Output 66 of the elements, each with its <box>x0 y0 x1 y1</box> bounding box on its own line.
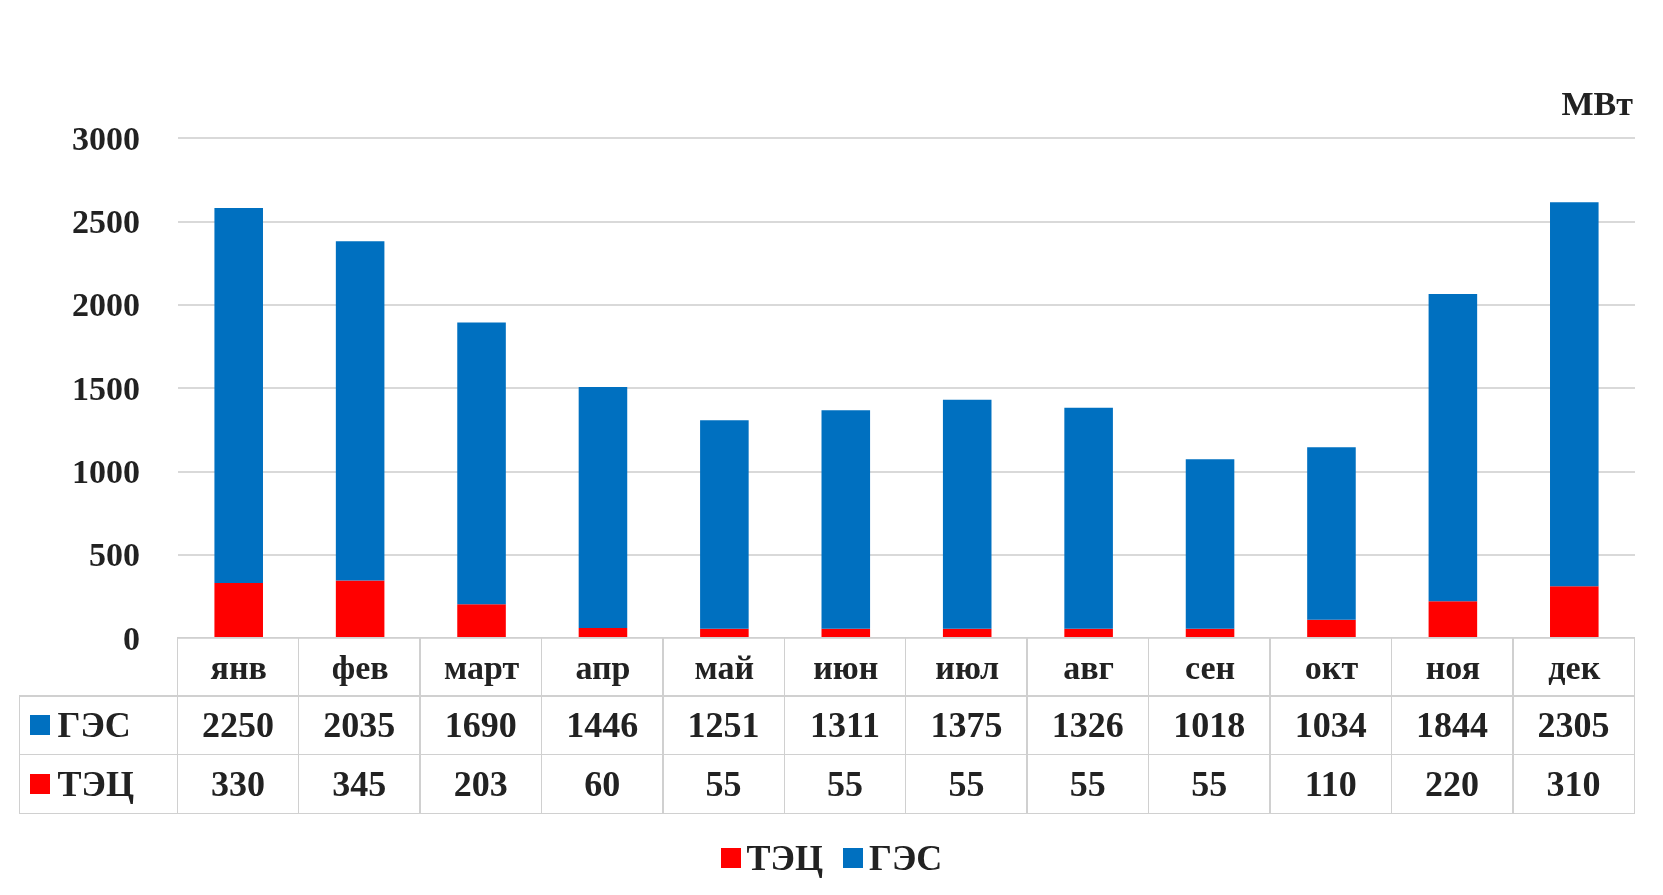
legend-label: ГЭС <box>57 704 131 746</box>
data-label: 1326 <box>1026 695 1150 755</box>
x-tick-label: фев <box>331 648 389 686</box>
data-label: 55 <box>783 753 907 814</box>
data-label: 1311 <box>783 695 907 755</box>
x-tick-label: июн <box>813 648 879 686</box>
data-label: 1690 <box>419 695 543 755</box>
data-label: 330 <box>176 753 300 814</box>
data-label: 1844 <box>1390 695 1514 755</box>
data-label: 1375 <box>904 695 1028 755</box>
data-label: 2035 <box>297 695 421 755</box>
bar <box>457 322 506 605</box>
bar <box>214 583 263 638</box>
bar <box>335 241 385 581</box>
data-label: 55 <box>662 753 786 814</box>
legend-label: ТЭЦ <box>57 762 134 805</box>
y-tick-label: 2000 <box>72 286 140 324</box>
x-tick-label: июл <box>935 648 1000 686</box>
bar <box>942 399 992 629</box>
data-label: 1018 <box>1147 695 1271 755</box>
data-label: 2250 <box>176 695 300 755</box>
data-label: 2305 <box>1512 695 1635 755</box>
data-label: 55 <box>904 753 1028 814</box>
text: ГЭС <box>869 838 943 878</box>
data-label: 345 <box>297 753 421 814</box>
bar <box>1428 601 1478 638</box>
bar <box>700 420 749 629</box>
bar <box>214 208 263 583</box>
bar <box>1550 202 1599 587</box>
data-label: 220 <box>1390 753 1514 814</box>
bar <box>1185 459 1235 629</box>
x-tick-label: ноя <box>1425 648 1481 686</box>
data-label: 203 <box>419 753 543 814</box>
x-tick-label: май <box>694 648 755 686</box>
data-label: 1034 <box>1269 695 1393 755</box>
bar <box>1307 447 1356 620</box>
bar <box>1307 619 1356 638</box>
x-tick-label: янв <box>210 648 267 686</box>
bar <box>1428 294 1478 602</box>
y-tick-label: 1500 <box>72 369 140 407</box>
data-label: 1251 <box>662 695 786 755</box>
bar <box>821 410 871 629</box>
data-label: 55 <box>1147 753 1271 814</box>
y-tick-label: 500 <box>89 536 140 574</box>
bar <box>335 580 385 638</box>
data-label: 310 <box>1512 753 1635 814</box>
x-tick-label: дек <box>1548 648 1601 686</box>
data-label: 60 <box>540 753 664 814</box>
x-tick-label: сен <box>1184 648 1236 686</box>
y-tick-label: 0 <box>123 619 140 657</box>
x-tick-label: апр <box>575 648 631 686</box>
y-tick-label: 3000 <box>72 119 140 157</box>
bar <box>1064 407 1113 629</box>
x-tick-label: март <box>443 648 520 686</box>
y-tick-label: 2500 <box>72 202 140 240</box>
data-label: 55 <box>1026 753 1150 814</box>
x-tick-label: окт <box>1304 648 1359 686</box>
text: ТЭЦ <box>746 838 824 878</box>
y-axis-title: МВт <box>1561 84 1634 122</box>
x-tick-label: авг <box>1063 648 1115 686</box>
bar <box>1550 586 1599 638</box>
bar <box>457 604 506 638</box>
bar <box>578 387 628 628</box>
data-label: 110 <box>1269 753 1393 814</box>
data-label: 1446 <box>540 695 664 755</box>
y-tick-label: 1000 <box>72 452 140 490</box>
